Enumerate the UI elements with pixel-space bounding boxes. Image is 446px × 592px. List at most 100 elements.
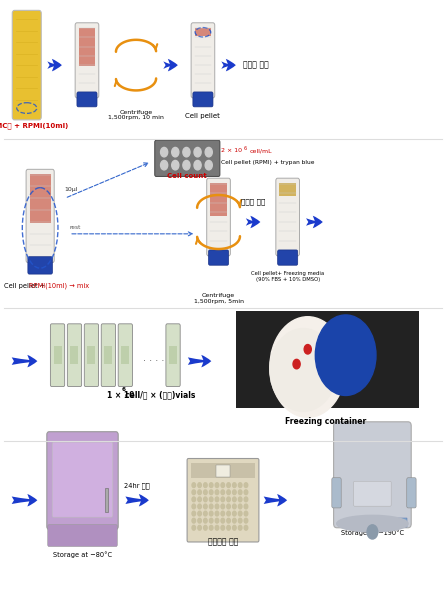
Circle shape — [244, 490, 248, 494]
Text: 6: 6 — [122, 388, 126, 392]
Circle shape — [293, 359, 300, 369]
FancyBboxPatch shape — [206, 178, 230, 256]
Circle shape — [198, 490, 202, 494]
Circle shape — [192, 497, 195, 502]
Bar — [87, 346, 95, 364]
Bar — [121, 346, 129, 364]
Circle shape — [227, 526, 230, 530]
Bar — [54, 346, 62, 364]
Text: 상층액 제거: 상층액 제거 — [243, 60, 269, 70]
Circle shape — [221, 504, 224, 509]
Circle shape — [233, 511, 236, 516]
Text: Cell pellet (RPMI) + trypan blue: Cell pellet (RPMI) + trypan blue — [221, 160, 314, 165]
Circle shape — [198, 483, 202, 488]
Text: 24hr 이내: 24hr 이내 — [124, 482, 150, 489]
Circle shape — [244, 497, 248, 502]
Circle shape — [238, 504, 242, 509]
Circle shape — [210, 490, 213, 494]
FancyBboxPatch shape — [28, 257, 52, 274]
Text: Storage at −190°C: Storage at −190°C — [341, 529, 404, 536]
Circle shape — [238, 511, 242, 516]
Circle shape — [238, 497, 242, 502]
Circle shape — [215, 483, 219, 488]
Circle shape — [221, 497, 224, 502]
Text: Freezing container: Freezing container — [285, 417, 366, 426]
Circle shape — [367, 525, 378, 539]
FancyBboxPatch shape — [208, 250, 228, 265]
Circle shape — [238, 490, 242, 494]
FancyBboxPatch shape — [77, 92, 97, 107]
Circle shape — [210, 483, 213, 488]
Circle shape — [210, 526, 213, 530]
FancyBboxPatch shape — [277, 250, 298, 265]
Text: 상층액 제거: 상층액 제거 — [241, 198, 265, 205]
Circle shape — [227, 497, 230, 502]
Circle shape — [238, 483, 242, 488]
Text: 6: 6 — [244, 146, 247, 151]
Circle shape — [203, 504, 207, 509]
Bar — [79, 27, 95, 66]
FancyBboxPatch shape — [12, 10, 41, 120]
Circle shape — [233, 526, 236, 530]
Circle shape — [198, 526, 202, 530]
FancyBboxPatch shape — [75, 22, 99, 98]
Circle shape — [192, 483, 195, 488]
FancyBboxPatch shape — [276, 178, 300, 256]
Bar — [169, 346, 177, 364]
Text: Centrifuge
1,500rpm, 5min: Centrifuge 1,500rpm, 5min — [194, 293, 244, 304]
Circle shape — [192, 504, 195, 509]
Circle shape — [198, 519, 202, 523]
Circle shape — [210, 504, 213, 509]
Circle shape — [215, 511, 219, 516]
Text: Storage at −80°C: Storage at −80°C — [53, 551, 112, 558]
Ellipse shape — [337, 515, 408, 532]
Circle shape — [205, 160, 212, 170]
Circle shape — [215, 490, 219, 494]
Ellipse shape — [270, 329, 337, 411]
FancyBboxPatch shape — [407, 478, 416, 508]
Circle shape — [183, 160, 190, 170]
Circle shape — [203, 519, 207, 523]
Circle shape — [161, 160, 168, 170]
Bar — [194, 27, 211, 36]
Circle shape — [210, 519, 213, 523]
FancyBboxPatch shape — [48, 525, 117, 546]
Circle shape — [244, 526, 248, 530]
Text: rest: rest — [69, 226, 81, 230]
Bar — [105, 488, 108, 512]
Circle shape — [203, 526, 207, 530]
Text: Cell count: Cell count — [167, 173, 207, 179]
Bar — [216, 465, 230, 477]
Bar — [29, 174, 51, 223]
Circle shape — [210, 511, 213, 516]
FancyBboxPatch shape — [193, 92, 213, 107]
Bar — [236, 311, 419, 408]
Text: Cell pellet +: Cell pellet + — [4, 283, 48, 289]
Circle shape — [192, 519, 195, 523]
Circle shape — [161, 147, 168, 157]
Circle shape — [244, 504, 248, 509]
Bar — [70, 346, 78, 364]
Circle shape — [304, 345, 311, 354]
FancyBboxPatch shape — [332, 478, 341, 508]
FancyBboxPatch shape — [84, 324, 99, 387]
Circle shape — [221, 519, 224, 523]
Bar — [398, 517, 407, 527]
Circle shape — [198, 504, 202, 509]
Text: cell/㎖ × (최대)vials: cell/㎖ × (최대)vials — [125, 391, 196, 400]
Text: 2 × 10: 2 × 10 — [221, 149, 242, 153]
Circle shape — [244, 511, 248, 516]
Circle shape — [227, 504, 230, 509]
Text: Cell pellet: Cell pellet — [186, 112, 220, 119]
Circle shape — [192, 511, 195, 516]
FancyBboxPatch shape — [166, 324, 180, 387]
FancyBboxPatch shape — [47, 432, 118, 529]
Circle shape — [233, 519, 236, 523]
Circle shape — [270, 317, 346, 417]
Circle shape — [233, 483, 236, 488]
Bar — [191, 463, 255, 478]
Circle shape — [198, 511, 202, 516]
Circle shape — [215, 497, 219, 502]
Circle shape — [192, 490, 195, 494]
Circle shape — [210, 497, 213, 502]
